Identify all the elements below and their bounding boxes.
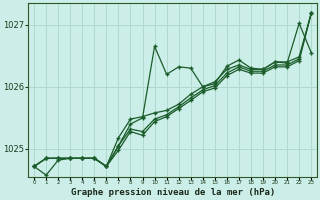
X-axis label: Graphe pression niveau de la mer (hPa): Graphe pression niveau de la mer (hPa) (70, 188, 275, 197)
